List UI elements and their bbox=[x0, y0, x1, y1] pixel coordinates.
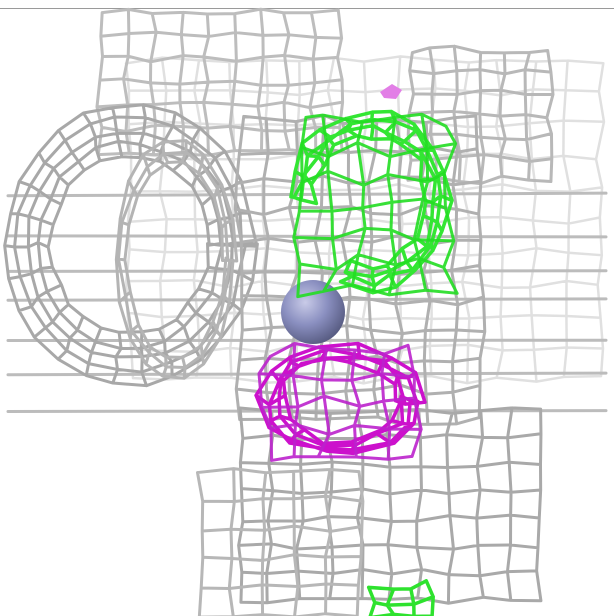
magenta-difference-mesh bbox=[254, 341, 427, 462]
mesh-strand bbox=[366, 579, 435, 616]
mesh-strand bbox=[95, 7, 345, 157]
green-difference-mesh bbox=[289, 109, 459, 616]
mesh-strand bbox=[257, 342, 423, 462]
small-blob bbox=[380, 84, 402, 99]
mesh-strand bbox=[292, 112, 459, 299]
mesh-strand bbox=[237, 406, 543, 605]
mesh-strand bbox=[114, 139, 239, 380]
mesh-strand bbox=[289, 109, 454, 295]
